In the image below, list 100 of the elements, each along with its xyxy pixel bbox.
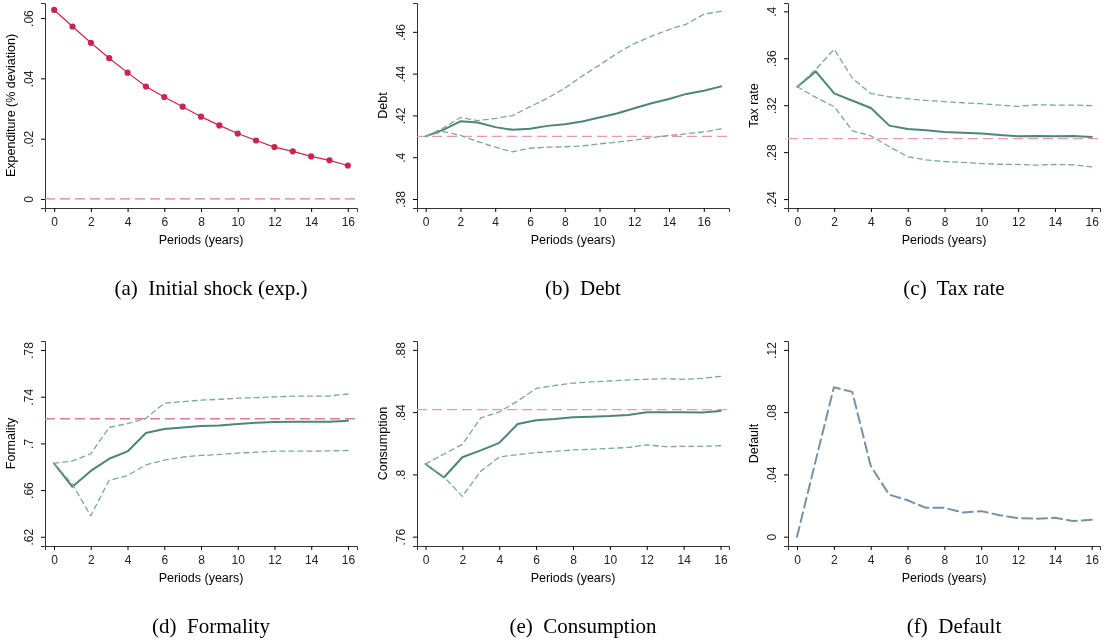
y-tick-label: .4: [765, 6, 779, 17]
point: [87, 39, 94, 46]
point: [252, 137, 260, 144]
point: [271, 144, 278, 151]
y-tick-label: .74: [22, 388, 36, 406]
y-axis-title: Default: [747, 423, 761, 464]
x-tick-label: 4: [124, 552, 132, 567]
line-series: [424, 85, 723, 138]
x-tick-label: 10: [603, 552, 618, 567]
y-tick-label: .4: [394, 152, 408, 163]
x-tick-label: 8: [198, 552, 206, 567]
line-series: [796, 70, 1093, 138]
point: [326, 157, 333, 164]
point: [216, 122, 223, 129]
x-tick-label: 10: [975, 552, 989, 567]
y-tick-label: .04: [765, 466, 779, 484]
x-tick-label: 0: [422, 214, 430, 229]
point: [289, 148, 296, 155]
x-tick-label: 0: [422, 552, 430, 567]
text: (f) Default: [906, 614, 1002, 638]
point: [142, 83, 150, 90]
point: [197, 113, 205, 120]
x-tick-label: 16: [714, 552, 729, 567]
x-tick-label: 2: [831, 214, 839, 229]
x-tick-label: 2: [831, 552, 839, 567]
text: (b) Debt: [545, 276, 622, 300]
x-tick-label: 2: [88, 214, 96, 229]
x-tick-label: 0: [51, 214, 59, 229]
x-axis-title: Periods (years): [901, 233, 987, 247]
x-axis-title: Periods (years): [530, 233, 616, 247]
x-tick-label: 12: [268, 214, 282, 229]
y-axis-title: Formality: [4, 417, 18, 470]
x-tick-label: 4: [496, 552, 504, 567]
text: (e) Consumption: [509, 614, 657, 638]
point: [344, 162, 351, 169]
x-tick-label: 12: [1011, 552, 1026, 567]
x-tick-label: 14: [304, 214, 319, 229]
y-tick-label: .7: [22, 438, 36, 449]
x-axis-title: Periods (years): [158, 233, 244, 247]
y-axis-title: Debt: [376, 91, 390, 119]
y-tick-label: .04: [22, 70, 36, 88]
x-tick-label: 16: [341, 214, 356, 229]
x-tick-label: 0: [794, 214, 802, 229]
x-tick-label: 12: [628, 214, 642, 229]
x-tick-label: 8: [941, 552, 949, 567]
y-tick-label: 0: [22, 195, 36, 203]
x-tick-label: 12: [1011, 214, 1026, 229]
x-axis-title: Periods (years): [530, 571, 616, 585]
x-tick-label: 14: [662, 214, 677, 229]
text: (c) Tax rate: [903, 276, 1005, 300]
y-tick-label: .36: [765, 50, 779, 68]
x-tick-label: 6: [904, 552, 912, 567]
y-axis-title: Expenditure (% deviation): [4, 33, 18, 178]
x-tick-label: 2: [87, 552, 95, 567]
x-tick-label: 8: [941, 214, 949, 229]
x-tick-label: 16: [1085, 214, 1100, 229]
line-series: [796, 386, 1093, 538]
x-tick-label: 14: [1048, 552, 1063, 567]
line-series: [53, 419, 349, 488]
x-tick-label: 6: [161, 552, 169, 567]
point: [179, 103, 186, 110]
x-tick-label: 14: [305, 552, 319, 567]
x-tick-label: 16: [1085, 552, 1100, 567]
y-tick-label: .02: [22, 130, 36, 148]
x-axis-title: Periods (years): [158, 571, 244, 585]
y-tick-label: .42: [394, 107, 408, 125]
point: [106, 55, 113, 62]
x-tick-label: 4: [867, 552, 875, 567]
x-tick-label: 14: [1048, 214, 1063, 229]
y-tick-label: .8: [394, 469, 408, 480]
x-tick-label: 6: [904, 214, 912, 229]
x-tick-label: 12: [640, 552, 655, 567]
y-tick-label: .78: [22, 341, 36, 359]
y-axis-title: Consumption: [376, 406, 390, 481]
x-tick-label: 8: [198, 214, 206, 229]
x-tick-label: 8: [561, 214, 569, 229]
y-tick-label: 0: [765, 533, 779, 541]
y-tick-label: .28: [765, 143, 779, 161]
x-tick-label: 10: [231, 214, 246, 229]
x-tick-label: 0: [794, 552, 802, 567]
line-series: [424, 410, 722, 479]
x-tick-label: 2: [457, 214, 465, 229]
x-tick-label: 4: [492, 214, 500, 229]
x-tick-label: 4: [124, 214, 132, 229]
point: [161, 93, 168, 101]
point: [51, 6, 58, 14]
y-tick-label: .24: [765, 190, 779, 208]
text: (d) Formality: [152, 614, 271, 638]
x-tick-label: 8: [570, 552, 578, 567]
x-tick-label: 16: [341, 552, 356, 567]
x-tick-label: 10: [593, 214, 607, 229]
y-tick-label: .08: [765, 403, 779, 421]
point: [308, 153, 315, 160]
y-tick-label: .88: [394, 341, 408, 359]
x-tick-label: 6: [533, 552, 541, 567]
text: (a) Initial shock (exp.): [114, 276, 308, 300]
y-tick-label: .06: [22, 9, 36, 27]
x-tick-label: 2: [459, 552, 467, 567]
x-tick-label: 10: [231, 552, 246, 567]
y-tick-label: .12: [765, 341, 779, 359]
